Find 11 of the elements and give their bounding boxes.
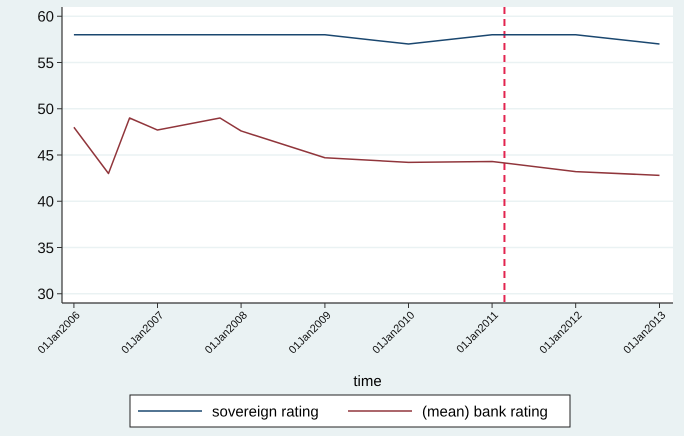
x-axis-title: time <box>353 373 382 390</box>
y-tick-label: 50 <box>37 101 54 118</box>
y-tick-label: 60 <box>37 8 54 26</box>
legend-label: (mean) bank rating <box>422 403 548 420</box>
y-tick-label: 30 <box>37 286 54 303</box>
line-series <box>73 117 660 176</box>
y-tick-label: 40 <box>37 194 54 210</box>
y-tick-label: 35 <box>37 240 54 257</box>
y-tick-label: 55 <box>37 54 54 72</box>
legend-label: sovereign rating <box>212 403 319 420</box>
y-tick-label: 45 <box>37 147 54 164</box>
